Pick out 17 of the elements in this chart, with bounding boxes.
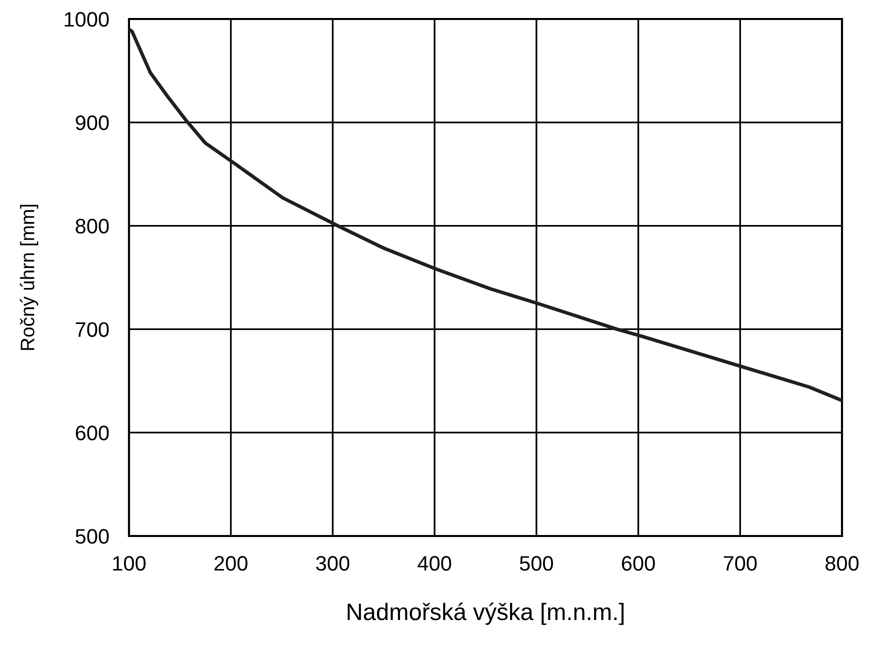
y-axis-title: Ročný úhrn [mm] [20,204,38,350]
y-tick-label: 1000 [64,12,109,27]
x-tick-label: 200 [214,556,248,571]
x-tick-label: 800 [826,556,859,571]
x-tick-label: 100 [113,556,146,571]
line-series [129,28,842,402]
y-tick-label: 700 [76,322,109,337]
y-tick-label: 600 [76,426,109,440]
x-tick-label: 500 [520,556,553,571]
x-tick-label: 700 [724,556,757,571]
y-tick-label: 900 [76,115,109,130]
x-tick-label: 400 [418,556,452,571]
y-tick-label: 800 [76,218,109,234]
x-axis-title: Nadmořská výška [m.n.m.] [348,602,624,625]
y-tick-label: 500 [76,529,109,544]
x-tick-label: 600 [622,556,655,571]
x-tick-label: 300 [316,556,350,571]
